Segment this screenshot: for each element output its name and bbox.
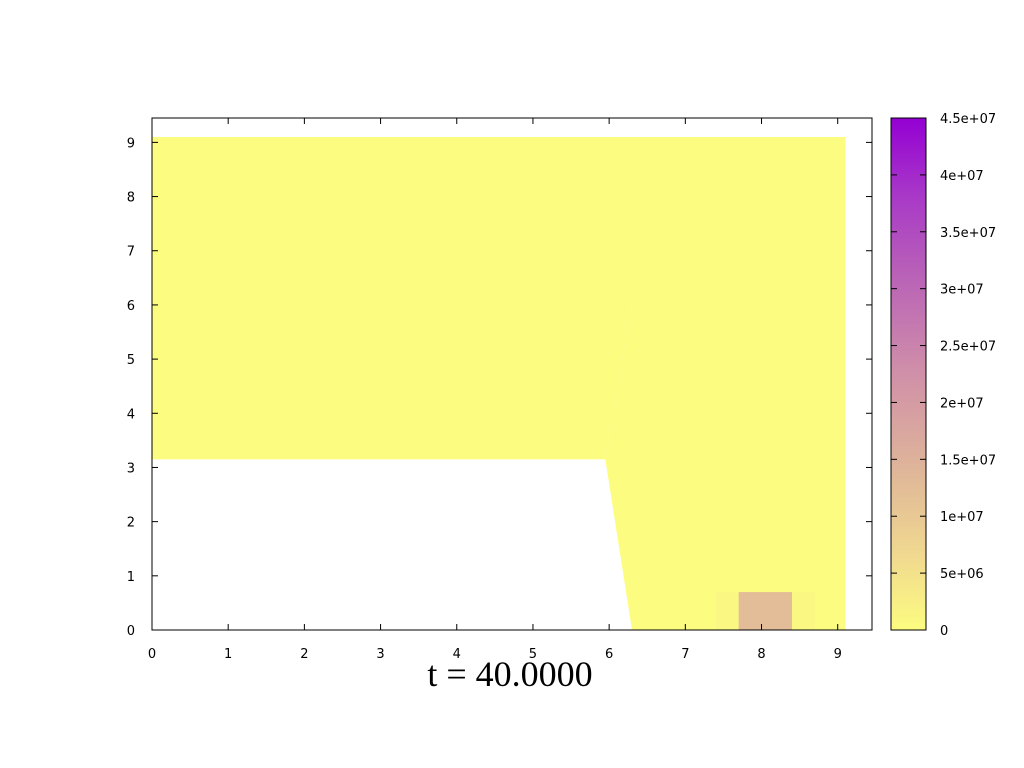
- heatmap-cell-2: [738, 592, 792, 630]
- plot-area: [152, 136, 846, 630]
- colorbar-tick-label: 2e+07: [940, 396, 984, 411]
- colorbar-tick-label: 1.5e+07: [940, 453, 996, 468]
- x-tick-label: 8: [757, 647, 765, 662]
- heatmap-cell-0: [715, 592, 739, 630]
- x-tick-label: 6: [605, 647, 613, 662]
- x-tick-label: 9: [834, 647, 842, 662]
- y-tick-label: 9: [127, 136, 135, 151]
- y-tick-label: 8: [127, 191, 135, 206]
- y-tick-label: 5: [127, 353, 135, 368]
- colorbar-tick-label: 1e+07: [940, 510, 984, 525]
- y-tick-label: 3: [127, 461, 135, 476]
- colorbar: [890, 117, 927, 631]
- y-tick-label: 1: [127, 570, 135, 585]
- x-tick-label: 0: [148, 647, 156, 662]
- colorbar-tick-label: 4.5e+07: [940, 112, 996, 127]
- colorbar-tick-label: 3.5e+07: [940, 226, 996, 241]
- heatmap-cell-1: [792, 592, 815, 630]
- heatmap-region-left-band: [152, 136, 632, 460]
- y-tick-label: 2: [127, 516, 135, 531]
- colorbar-tick-label: 3e+07: [940, 283, 984, 298]
- y-tick-label: 7: [127, 245, 135, 260]
- y-tick-label: 6: [127, 299, 135, 314]
- y-tick-label: 4: [127, 407, 135, 422]
- y-axis: 0 1 2 3 4 5 6 7 8 9: [127, 136, 872, 639]
- x-tick-label: 7: [681, 647, 689, 662]
- y-tick-label: 0: [127, 624, 135, 639]
- plot-frame: [151, 117, 873, 631]
- colorbar-axis: 0 5e+06 1e+07 1.5e+07 2e+07 2.5e+07 3e+07 3.5e+…: [891, 112, 996, 639]
- colorbar-tick-label: 0: [940, 624, 948, 639]
- x-tick-label: 5: [529, 647, 537, 662]
- colorbar-tick-label: 2.5e+07: [940, 340, 996, 355]
- x-tick-label: 3: [376, 647, 384, 662]
- colorbar-tick-label: 5e+06: [940, 567, 984, 582]
- x-axis: 0 1 2 3 4 5 6 7 8 9: [148, 118, 842, 662]
- x-tick-label: 4: [453, 647, 461, 662]
- x-tick-label: 1: [224, 647, 232, 662]
- colorbar-tick-label: 4e+07: [940, 169, 984, 184]
- x-tick-label: 2: [300, 647, 308, 662]
- heatmap-region-right-block: [605, 136, 846, 630]
- time-caption: t = 40.0000: [427, 654, 592, 694]
